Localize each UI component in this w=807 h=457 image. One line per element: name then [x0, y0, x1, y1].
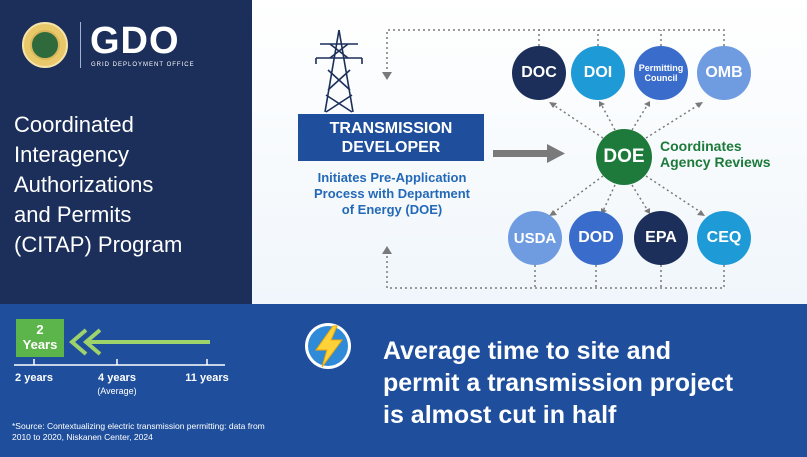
headline: Average time to site and permit a transm…	[383, 337, 734, 429]
gdo-logo-subtitle: GRID DEPLOYMENT OFFICE	[91, 62, 195, 68]
agency-dod: DOD	[569, 211, 623, 265]
tick-2-years: 2 years	[15, 372, 53, 384]
developer-description: Initiates Pre-Application Process with D…	[313, 170, 471, 217]
agency-doi: DOI	[571, 46, 625, 100]
agency-doc: DOC	[512, 46, 566, 100]
logo-divider	[80, 22, 81, 68]
agency-omb: OMB	[697, 46, 751, 100]
doe-seal-icon	[22, 22, 68, 68]
two-years-highlight: 2 Years	[16, 319, 64, 357]
agency-ceq: CEQ	[697, 211, 751, 265]
program-title: Coordinated Interagency Authorizations a…	[14, 112, 183, 257]
agency-epa: EPA	[634, 211, 688, 265]
tick-11-years: 11 years	[185, 372, 229, 384]
tick-4-years: 4 years	[98, 372, 136, 384]
agency-usda: USDA	[508, 211, 562, 265]
agency-permitting-council: Permitting Council	[634, 46, 688, 100]
stats-panel	[0, 304, 807, 457]
gdo-logo: GDO	[90, 20, 180, 62]
transmission-developer-box: TRANSMISSION DEVELOPER	[298, 114, 484, 161]
doe-caption: Coordinates Agency Reviews	[660, 138, 771, 170]
tick-average-note: (Average)	[97, 386, 137, 396]
source-note: *Source: Contextualizing electric transm…	[12, 421, 265, 442]
agency-doe: DOE	[596, 129, 652, 185]
